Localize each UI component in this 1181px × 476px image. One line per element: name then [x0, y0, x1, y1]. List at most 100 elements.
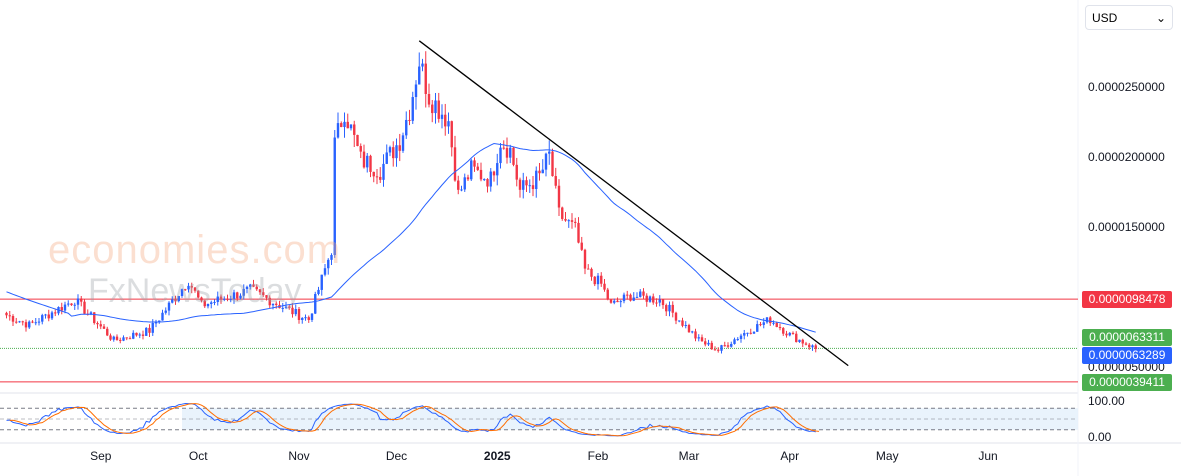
candle-body: [236, 292, 239, 299]
candle-body: [330, 255, 333, 260]
x-tick-label: Nov: [288, 449, 310, 463]
candle-body: [122, 337, 125, 341]
candle-body: [372, 171, 375, 177]
candle-body: [502, 147, 505, 149]
candle-body: [652, 296, 655, 303]
candle-body: [242, 288, 245, 296]
candle-body: [609, 299, 613, 303]
candle-body: [450, 121, 453, 148]
candle-body: [197, 290, 200, 298]
candle-body: [382, 163, 385, 180]
candle-body: [726, 345, 730, 347]
candle-body: [440, 114, 444, 119]
candle-body: [418, 66, 421, 85]
candle-body: [733, 339, 736, 344]
trendline: [418, 40, 849, 367]
candle-body: [226, 298, 229, 300]
candle-body: [645, 295, 648, 302]
candle-body: [590, 268, 593, 277]
candle-body: [554, 176, 557, 186]
candle-body: [249, 284, 252, 287]
candle-body: [522, 180, 525, 190]
candle-body: [707, 342, 710, 345]
candle-body: [24, 322, 28, 328]
candle-body: [314, 293, 317, 314]
candle-body: [333, 137, 336, 256]
candle-body: [434, 100, 437, 114]
candle-body: [681, 320, 684, 326]
candle-body: [271, 303, 275, 306]
candle-body: [697, 337, 700, 339]
candle-body: [570, 220, 574, 222]
candle-body: [145, 327, 148, 336]
candle-body: [736, 338, 739, 340]
candle-body: [648, 296, 652, 302]
candle-body: [385, 152, 388, 164]
candle-body: [674, 312, 678, 321]
candle-body: [730, 343, 733, 347]
candle-body: [483, 179, 486, 181]
x-tick-label: Feb: [587, 449, 609, 463]
candle-body: [512, 147, 515, 165]
candle-body: [50, 312, 54, 319]
candle-body: [67, 303, 70, 305]
candle-body: [577, 222, 580, 243]
candle-body: [115, 336, 119, 340]
candle-body: [535, 170, 538, 190]
candle-body: [346, 121, 349, 129]
candle-body: [479, 169, 483, 180]
candle-body: [739, 335, 743, 339]
x-tick-label: Mar: [678, 449, 700, 463]
candle-body: [785, 333, 788, 336]
candle-body: [801, 339, 804, 344]
price-label: 0.0000039411: [1082, 373, 1172, 391]
candle-body: [447, 121, 450, 127]
candle-body: [466, 177, 470, 180]
candle-body: [366, 155, 369, 168]
candle-body: [616, 300, 619, 303]
candle-body: [395, 145, 398, 159]
candle-body: [798, 339, 801, 343]
candle-body: [265, 295, 268, 298]
candle-body: [606, 289, 609, 300]
candle-body: [141, 334, 145, 336]
candle-body: [401, 135, 405, 151]
candle-body: [174, 299, 177, 302]
candle-body: [112, 336, 115, 340]
candle-body: [70, 303, 73, 306]
candle-body: [44, 314, 47, 316]
candle-body: [132, 332, 135, 339]
candle-body: [317, 289, 320, 294]
chevron-down-icon: ⌄: [1155, 11, 1166, 25]
x-tick-label: Jun: [978, 449, 998, 463]
x-tick-label: Apr: [780, 449, 800, 463]
candle-body: [161, 312, 164, 321]
candle-body: [476, 166, 479, 170]
candle-body: [713, 349, 717, 351]
candle-body: [223, 298, 226, 300]
candle-body: [93, 312, 96, 324]
candle-body: [655, 302, 658, 304]
candle-body: [684, 325, 687, 327]
candle-body: [151, 323, 154, 333]
candle-body: [492, 171, 496, 176]
candle-body: [154, 322, 158, 324]
candle-body: [772, 322, 775, 324]
candle-body: [138, 334, 141, 336]
candle-body: [5, 312, 8, 316]
candle-body: [37, 321, 41, 323]
x-tick-label: Sep: [90, 449, 112, 463]
candle-body: [596, 275, 600, 285]
candle-body: [509, 147, 512, 158]
candle-body: [665, 305, 668, 312]
candle-body: [528, 185, 531, 187]
currency-select[interactable]: USD ⌄: [1085, 5, 1173, 30]
candle-body: [31, 321, 34, 323]
candle-body: [245, 286, 249, 289]
candle-body: [76, 298, 80, 305]
candle-body: [343, 121, 346, 128]
candle-body: [291, 307, 294, 315]
candle-body: [525, 180, 528, 186]
candle-body: [746, 332, 749, 334]
